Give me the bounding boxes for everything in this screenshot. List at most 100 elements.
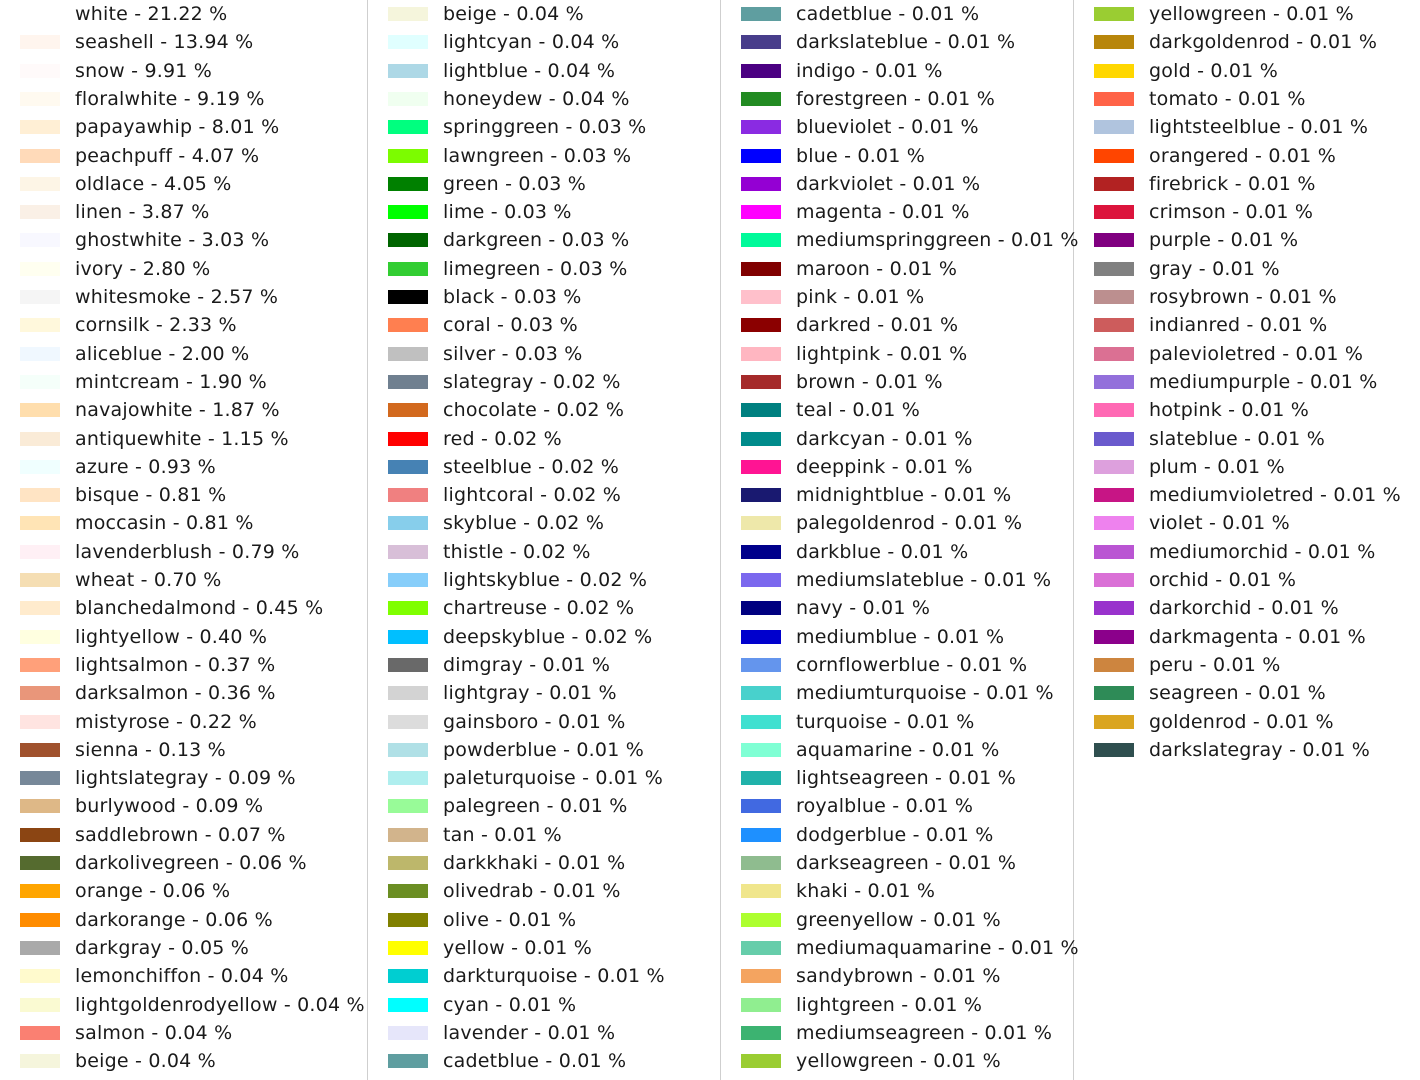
legend-entry-deepskyblue: deepskyblue - 0.02 % (368, 623, 720, 651)
legend-entry-black: black - 0.03 % (368, 283, 720, 311)
color-swatch (388, 374, 428, 389)
legend-label: palegreen - 0.01 % (443, 795, 628, 818)
legend-label: darksalmon - 0.36 % (75, 682, 276, 705)
color-swatch (1094, 233, 1134, 248)
legend-entry-magenta: magenta - 0.01 % (721, 198, 1073, 226)
legend-label: linen - 3.87 % (75, 201, 210, 224)
legend-entry-turquoise: turquoise - 0.01 % (721, 708, 1073, 736)
legend-entry-snow: snow - 9.91 % (0, 57, 367, 85)
color-swatch (388, 573, 428, 587)
legend-entry-darkcyan: darkcyan - 0.01 % (721, 425, 1073, 453)
color-swatch (388, 63, 428, 78)
legend-entry-salmon: salmon - 0.04 % (0, 1019, 367, 1047)
legend-label: pink - 0.01 % (796, 286, 925, 308)
color-swatch (1094, 290, 1134, 304)
color-swatch (388, 827, 428, 842)
legend-label: mediumseagreen - 0.01 % (796, 1021, 1053, 1044)
color-swatch (1094, 35, 1134, 50)
legend-label: peru - 0.01 % (1149, 653, 1281, 676)
legend-column-3: cadetblue - 0.01 % darkslateblue - 0.01 %… (721, 0, 1079, 1080)
legend-label: purple - 0.01 % (1149, 229, 1299, 252)
legend-label: slateblue - 0.01 % (1149, 427, 1325, 450)
color-swatch (388, 120, 428, 135)
legend-label: chartreuse - 0.02 % (443, 597, 635, 620)
legend-entry-seagreen: seagreen - 0.01 % (1074, 679, 1420, 707)
color-swatch (388, 856, 428, 870)
legend-entry-oldlace: oldlace - 4.05 % (0, 170, 367, 198)
legend-label: seagreen - 0.01 % (1149, 682, 1326, 705)
color-swatch (741, 1025, 781, 1040)
legend-label: snow - 9.91 % (75, 59, 213, 82)
color-swatch (388, 488, 428, 503)
legend-entry-darkviolet: darkviolet - 0.01 % (721, 170, 1073, 198)
legend-entry-azure: azure - 0.93 % (0, 453, 367, 481)
color-swatch (388, 148, 428, 163)
legend-entry-blue: blue - 0.01 % (721, 142, 1073, 170)
legend-entry-mediumturquoise: mediumturquoise - 0.01 % (721, 679, 1073, 707)
color-swatch (20, 318, 60, 333)
legend-entry-indigo: indigo - 0.01 % (721, 57, 1073, 85)
legend-entry-lightcoral: lightcoral - 0.02 % (368, 481, 720, 509)
legend-entry-mediumorchid: mediumorchid - 0.01 % (1074, 538, 1420, 566)
legend-label: aquamarine - 0.01 % (796, 738, 1000, 761)
legend-label: lawngreen - 0.03 % (443, 144, 632, 167)
legend-entry-mediumslateblue: mediumslateblue - 0.01 % (721, 566, 1073, 594)
color-swatch (20, 912, 60, 927)
legend-entry-yellowgreen: yellowgreen - 0.01 % (721, 1047, 1073, 1075)
color-swatch (388, 686, 428, 701)
legend-label: oldlace - 4.05 % (75, 172, 232, 195)
legend-label: brown - 0.01 % (796, 370, 943, 393)
legend-label: darkgreen - 0.03 % (443, 229, 630, 252)
legend-entry-lightsalmon: lightsalmon - 0.37 % (0, 651, 367, 679)
legend-label: cyan - 0.01 % (443, 993, 577, 1016)
color-swatch (741, 7, 781, 21)
legend-entry-cadetblue: cadetblue - 0.01 % (368, 1047, 720, 1075)
color-swatch (388, 403, 428, 418)
legend-label: springgreen - 0.03 % (443, 116, 647, 139)
color-swatch (20, 488, 60, 503)
color-swatch (20, 403, 60, 418)
legend-label: peachpuff - 4.07 % (75, 144, 260, 167)
legend-label: lightcoral - 0.02 % (443, 484, 622, 507)
color-swatch (20, 459, 60, 474)
color-swatch (1094, 261, 1134, 276)
color-swatch (20, 516, 60, 531)
legend-label: honeydew - 0.04 % (443, 87, 630, 110)
legend-entry-slategray: slategray - 0.02 % (368, 368, 720, 396)
legend-label: antiquewhite - 1.15 % (75, 427, 289, 450)
legend-label: teal - 0.01 % (796, 399, 920, 422)
legend-label: blue - 0.01 % (796, 144, 926, 167)
color-swatch (741, 799, 781, 814)
color-swatch (741, 346, 781, 361)
color-swatch (388, 346, 428, 361)
color-swatch (20, 714, 60, 729)
color-swatch (388, 7, 428, 21)
legend-entry-darkgray: darkgray - 0.05 % (0, 934, 367, 962)
legend-entry-lime: lime - 0.03 % (368, 198, 720, 226)
legend-label: darkseagreen - 0.01 % (796, 852, 1017, 874)
legend-label: paleturquoise - 0.01 % (443, 767, 663, 790)
legend-entry-navy: navy - 0.01 % (721, 594, 1073, 622)
legend-label: khaki - 0.01 % (796, 880, 936, 903)
color-swatch (388, 290, 428, 304)
legend-label: ivory - 2.80 % (75, 257, 211, 280)
legend-entry-darkslateblue: darkslateblue - 0.01 % (721, 28, 1073, 56)
color-swatch (741, 657, 781, 672)
color-swatch (20, 544, 60, 559)
legend-label: mediumslateblue - 0.01 % (796, 569, 1052, 591)
legend-label: lightyellow - 0.40 % (75, 625, 268, 648)
legend-label: hotpink - 0.01 % (1149, 399, 1310, 422)
legend-entry-mediumvioletred: mediumvioletred - 0.01 % (1074, 481, 1420, 509)
color-swatch (388, 459, 428, 474)
color-swatch (388, 714, 428, 729)
color-swatch (388, 997, 428, 1012)
legend-label: bisque - 0.81 % (75, 484, 227, 507)
legend-entry-olive: olive - 0.01 % (368, 906, 720, 934)
legend-entry-limegreen: limegreen - 0.03 % (368, 255, 720, 283)
legend-label: lightpink - 0.01 % (796, 342, 968, 365)
legend-entry-mistyrose: mistyrose - 0.22 % (0, 708, 367, 736)
legend-entry-green: green - 0.03 % (368, 170, 720, 198)
legend-label: lightskyblue - 0.02 % (443, 569, 648, 591)
color-swatch (1094, 742, 1134, 757)
legend-entry-lightyellow: lightyellow - 0.40 % (0, 623, 367, 651)
